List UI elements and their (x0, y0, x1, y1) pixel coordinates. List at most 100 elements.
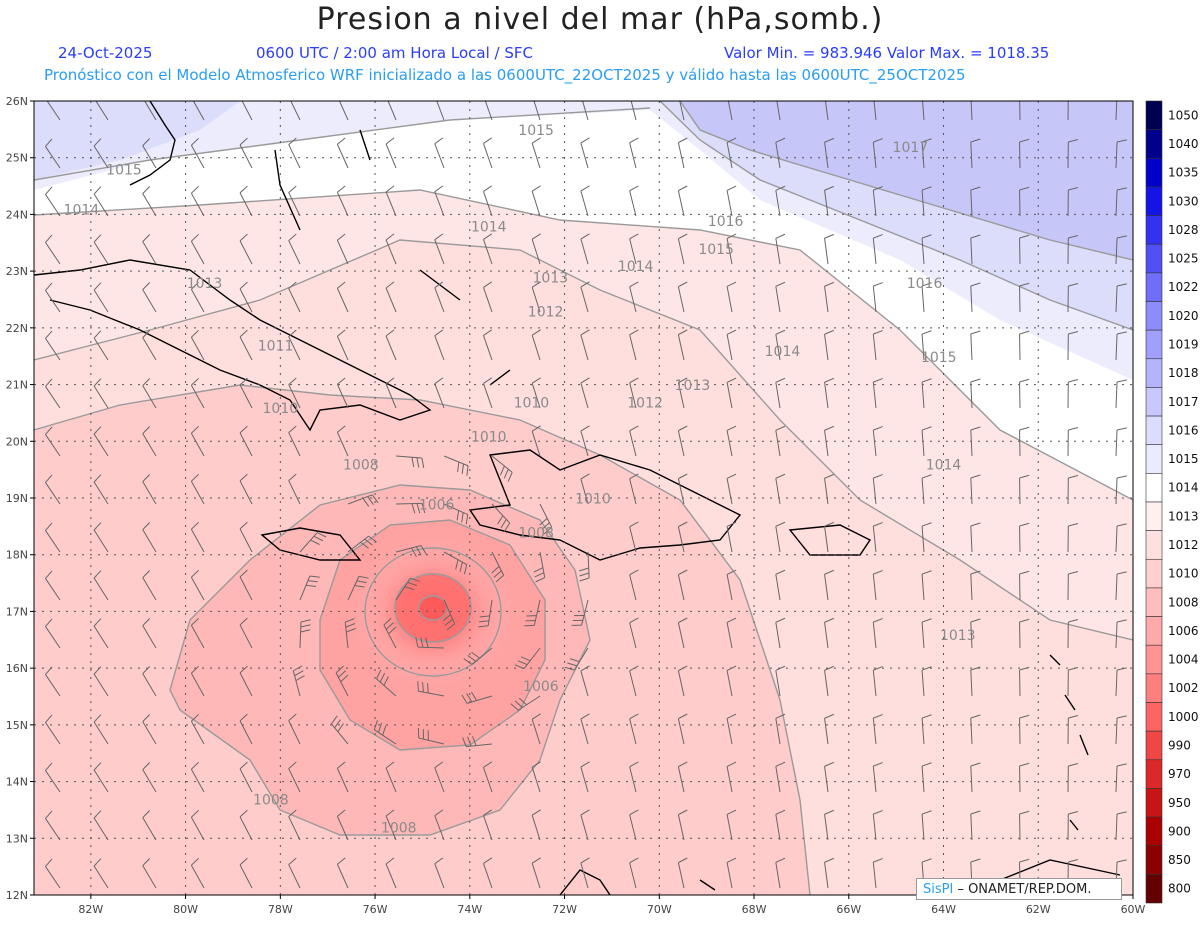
wind-barb (970, 810, 981, 841)
wind-barb (970, 762, 981, 793)
lat-label: 26N (6, 95, 28, 108)
contour-label: 1010 (471, 429, 507, 445)
lat-label: 18N (6, 549, 28, 562)
wind-barb (872, 858, 883, 889)
wind-barb (385, 137, 397, 169)
lon-label: 62W (1026, 903, 1051, 916)
wind-barb (580, 233, 590, 265)
wind-barb (677, 137, 688, 169)
wind-barb (239, 761, 253, 793)
wind-barb (190, 425, 205, 457)
lon-label: 66W (836, 903, 861, 916)
wind-barb (677, 281, 688, 313)
wind-barb (922, 101, 925, 121)
wind-barb (45, 666, 61, 697)
wind-barb (872, 666, 883, 697)
wind-barb (1019, 282, 1030, 313)
wind-barb (580, 713, 590, 745)
wind-barb (436, 101, 445, 121)
wind-barb (1115, 139, 1127, 169)
wind-barb (45, 570, 61, 601)
colorbar-swatch (1145, 301, 1163, 331)
forecast-info: Pronóstico con el Modelo Atmosferico WRF… (44, 66, 966, 84)
wind-barb (726, 617, 737, 649)
wind-barb (776, 101, 781, 121)
lat-label: 12N (6, 889, 28, 902)
colorbar-swatch (1145, 788, 1163, 818)
wind-barb (824, 329, 834, 361)
wind-barb (677, 377, 688, 409)
wind-barb (190, 521, 205, 553)
wind-barb (344, 618, 356, 649)
wind-barb (93, 858, 109, 889)
wind-barb (872, 378, 883, 409)
wind-barb (190, 665, 205, 697)
wind-barb (921, 282, 932, 313)
wind-barb (434, 809, 445, 841)
wind-barb (921, 234, 932, 265)
wind-barb (1067, 283, 1079, 313)
wind-barb (629, 281, 639, 313)
wind-barb (288, 329, 301, 361)
colorbar-label: 1016 (1168, 423, 1199, 437)
colorbar-label: 1000 (1168, 710, 1199, 724)
wind-barb (46, 101, 61, 121)
wind-barb (239, 521, 253, 553)
wind-barb (239, 617, 253, 649)
wind-barb (93, 762, 109, 793)
contour-label: 1010 (575, 492, 611, 508)
wind-barb (726, 473, 737, 505)
wind-barb (872, 522, 883, 553)
wind-barb (347, 494, 379, 507)
wind-barb (872, 138, 883, 169)
wind-barb (190, 809, 205, 841)
wind-barb (93, 426, 109, 457)
wind-barb (442, 599, 456, 631)
contour-label: 1014 (471, 219, 507, 235)
colorbar-label: 1010 (1168, 567, 1199, 581)
wind-barb (921, 186, 932, 217)
wind-barb (443, 455, 469, 476)
wind-barb (1115, 379, 1127, 409)
wind-barb (775, 233, 786, 265)
contour-label: 1006 (523, 679, 559, 695)
wind-barb (629, 425, 639, 457)
wind-barb (239, 569, 253, 601)
wind-barb (93, 330, 109, 361)
wind-barb (331, 715, 349, 745)
lat-label: 17N (6, 605, 28, 618)
wind-barb (415, 637, 445, 649)
wind-barb (239, 185, 253, 217)
wind-barb (93, 810, 109, 841)
wind-barb (629, 185, 639, 217)
wind-barb (288, 809, 301, 841)
wind-barb (93, 186, 109, 217)
colorbar-swatch (1145, 587, 1163, 617)
wind-barb (142, 330, 157, 361)
colorbar-label: 1025 (1168, 252, 1199, 266)
wind-barb (299, 532, 327, 553)
wind-barb (483, 233, 493, 265)
lat-label: 15N (6, 719, 28, 732)
wind-barb (142, 618, 157, 649)
wind-barb (677, 185, 688, 217)
wind-barb (1115, 571, 1127, 601)
wind-barb (580, 329, 590, 361)
wind-barb (385, 377, 397, 409)
wind-barb (1115, 523, 1127, 553)
colorbar-swatch (1145, 845, 1163, 875)
wind-barb (190, 857, 205, 889)
wind-barb (239, 809, 253, 841)
wind-barb (1067, 331, 1079, 361)
wind-barb (775, 617, 786, 649)
wind-barb (580, 473, 590, 505)
wind-barb (1115, 667, 1127, 697)
wind-barb (1067, 187, 1079, 217)
wind-barb (1067, 619, 1079, 649)
wind-barb (726, 713, 737, 745)
wind-barb (288, 281, 301, 313)
colorbar-swatch (1145, 644, 1163, 675)
colorbar-swatch (1145, 616, 1163, 646)
wind-barb (491, 503, 511, 532)
